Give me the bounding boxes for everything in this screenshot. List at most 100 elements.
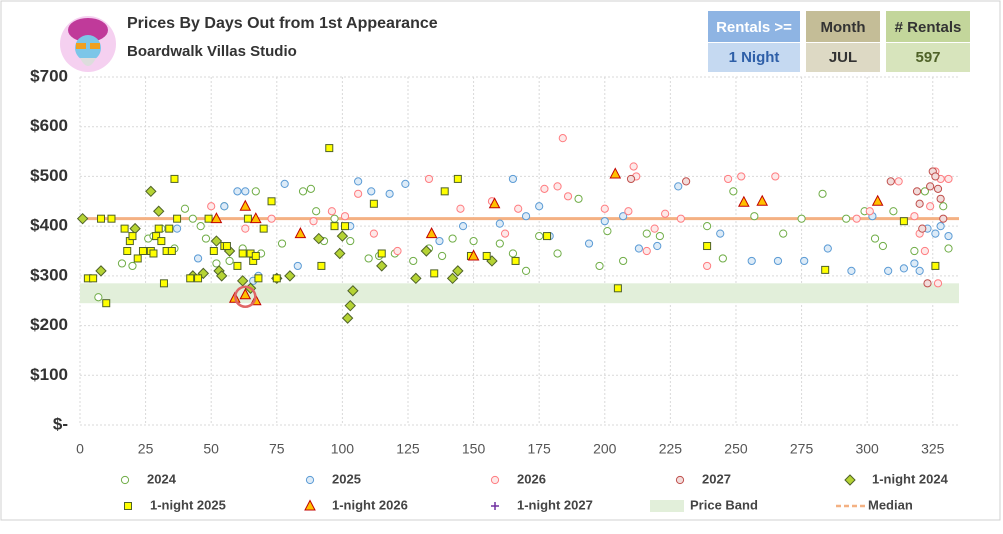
- point: [661, 209, 670, 218]
- x-tick-label: 0: [76, 441, 84, 457]
- point: [797, 214, 806, 223]
- point: [514, 204, 523, 213]
- filter-label: Rentals >=: [716, 19, 792, 36]
- point: [313, 232, 325, 245]
- x-tick-label: 325: [921, 441, 945, 457]
- point: [172, 224, 182, 233]
- legend-label: 1-night 2025: [150, 497, 226, 512]
- point: [385, 189, 394, 198]
- point: [629, 162, 638, 171]
- point: [153, 205, 165, 217]
- point: [336, 230, 349, 242]
- point: [239, 199, 252, 211]
- y-tick-label: $200: [30, 315, 68, 334]
- point: [220, 202, 229, 211]
- point: [821, 265, 830, 274]
- title: Prices By Days Out from 1st Appearance: [127, 15, 438, 32]
- point: [425, 227, 438, 239]
- point: [865, 207, 874, 216]
- point: [452, 265, 464, 277]
- point: [939, 214, 948, 223]
- filter-value: 1 Night: [729, 49, 780, 66]
- point: [170, 174, 179, 183]
- point: [367, 187, 376, 196]
- point: [899, 217, 908, 226]
- legend-marker: [675, 475, 685, 485]
- point: [756, 194, 769, 206]
- legend-marker: [304, 499, 316, 511]
- point: [613, 284, 622, 293]
- point: [458, 222, 468, 231]
- point: [128, 232, 137, 241]
- point: [609, 167, 622, 179]
- x-tick-label: 200: [593, 441, 617, 457]
- point: [440, 187, 449, 196]
- point: [495, 219, 504, 228]
- point: [933, 184, 943, 193]
- point: [933, 279, 943, 288]
- point: [238, 249, 247, 258]
- point: [117, 259, 127, 268]
- point: [188, 214, 197, 223]
- filter-value: JUL: [829, 49, 857, 66]
- x-tick-label: 125: [396, 441, 420, 457]
- point: [936, 194, 945, 203]
- point: [600, 204, 609, 213]
- point: [737, 172, 746, 181]
- point: [95, 265, 107, 277]
- point: [180, 204, 190, 213]
- point: [393, 246, 402, 256]
- point: [603, 227, 612, 236]
- legend-label: 2026: [517, 471, 546, 486]
- point: [889, 207, 898, 216]
- point: [521, 212, 531, 221]
- point: [884, 266, 893, 275]
- point: [540, 184, 549, 193]
- legend-label: 2027: [702, 471, 731, 486]
- legend-label: Median: [868, 497, 913, 512]
- x-tick-label: 25: [138, 441, 154, 457]
- point: [642, 229, 651, 238]
- point: [595, 261, 604, 271]
- filter-body: [708, 43, 800, 72]
- point: [915, 266, 924, 275]
- point: [341, 222, 350, 231]
- point: [944, 244, 953, 253]
- point: [76, 212, 89, 225]
- legend-label: 2025: [332, 471, 361, 486]
- point: [716, 229, 725, 238]
- point: [878, 241, 888, 251]
- y-tick-label: $100: [30, 365, 68, 384]
- point: [508, 174, 518, 184]
- point: [870, 234, 880, 243]
- point: [241, 187, 250, 196]
- point: [420, 245, 433, 257]
- price-band: [80, 283, 959, 304]
- point: [272, 274, 281, 283]
- point: [931, 261, 940, 270]
- filter-head: [708, 11, 800, 42]
- point: [435, 236, 444, 246]
- x-tick-label: 175: [527, 441, 551, 457]
- point: [543, 232, 552, 241]
- x-tick-label: 75: [269, 441, 285, 457]
- point: [138, 247, 147, 255]
- filter-body: [886, 43, 970, 72]
- point: [771, 172, 780, 181]
- point: [120, 224, 129, 233]
- point: [145, 185, 157, 198]
- point: [624, 207, 633, 216]
- point: [196, 222, 205, 231]
- point: [750, 212, 759, 221]
- point: [267, 197, 276, 206]
- filter-label: # Rentals: [895, 19, 962, 36]
- point: [488, 197, 501, 209]
- point: [249, 212, 262, 224]
- point: [340, 212, 350, 221]
- point: [558, 134, 567, 143]
- point: [944, 231, 953, 241]
- point: [94, 293, 103, 302]
- point: [243, 214, 252, 223]
- point: [165, 224, 174, 233]
- point: [149, 249, 158, 258]
